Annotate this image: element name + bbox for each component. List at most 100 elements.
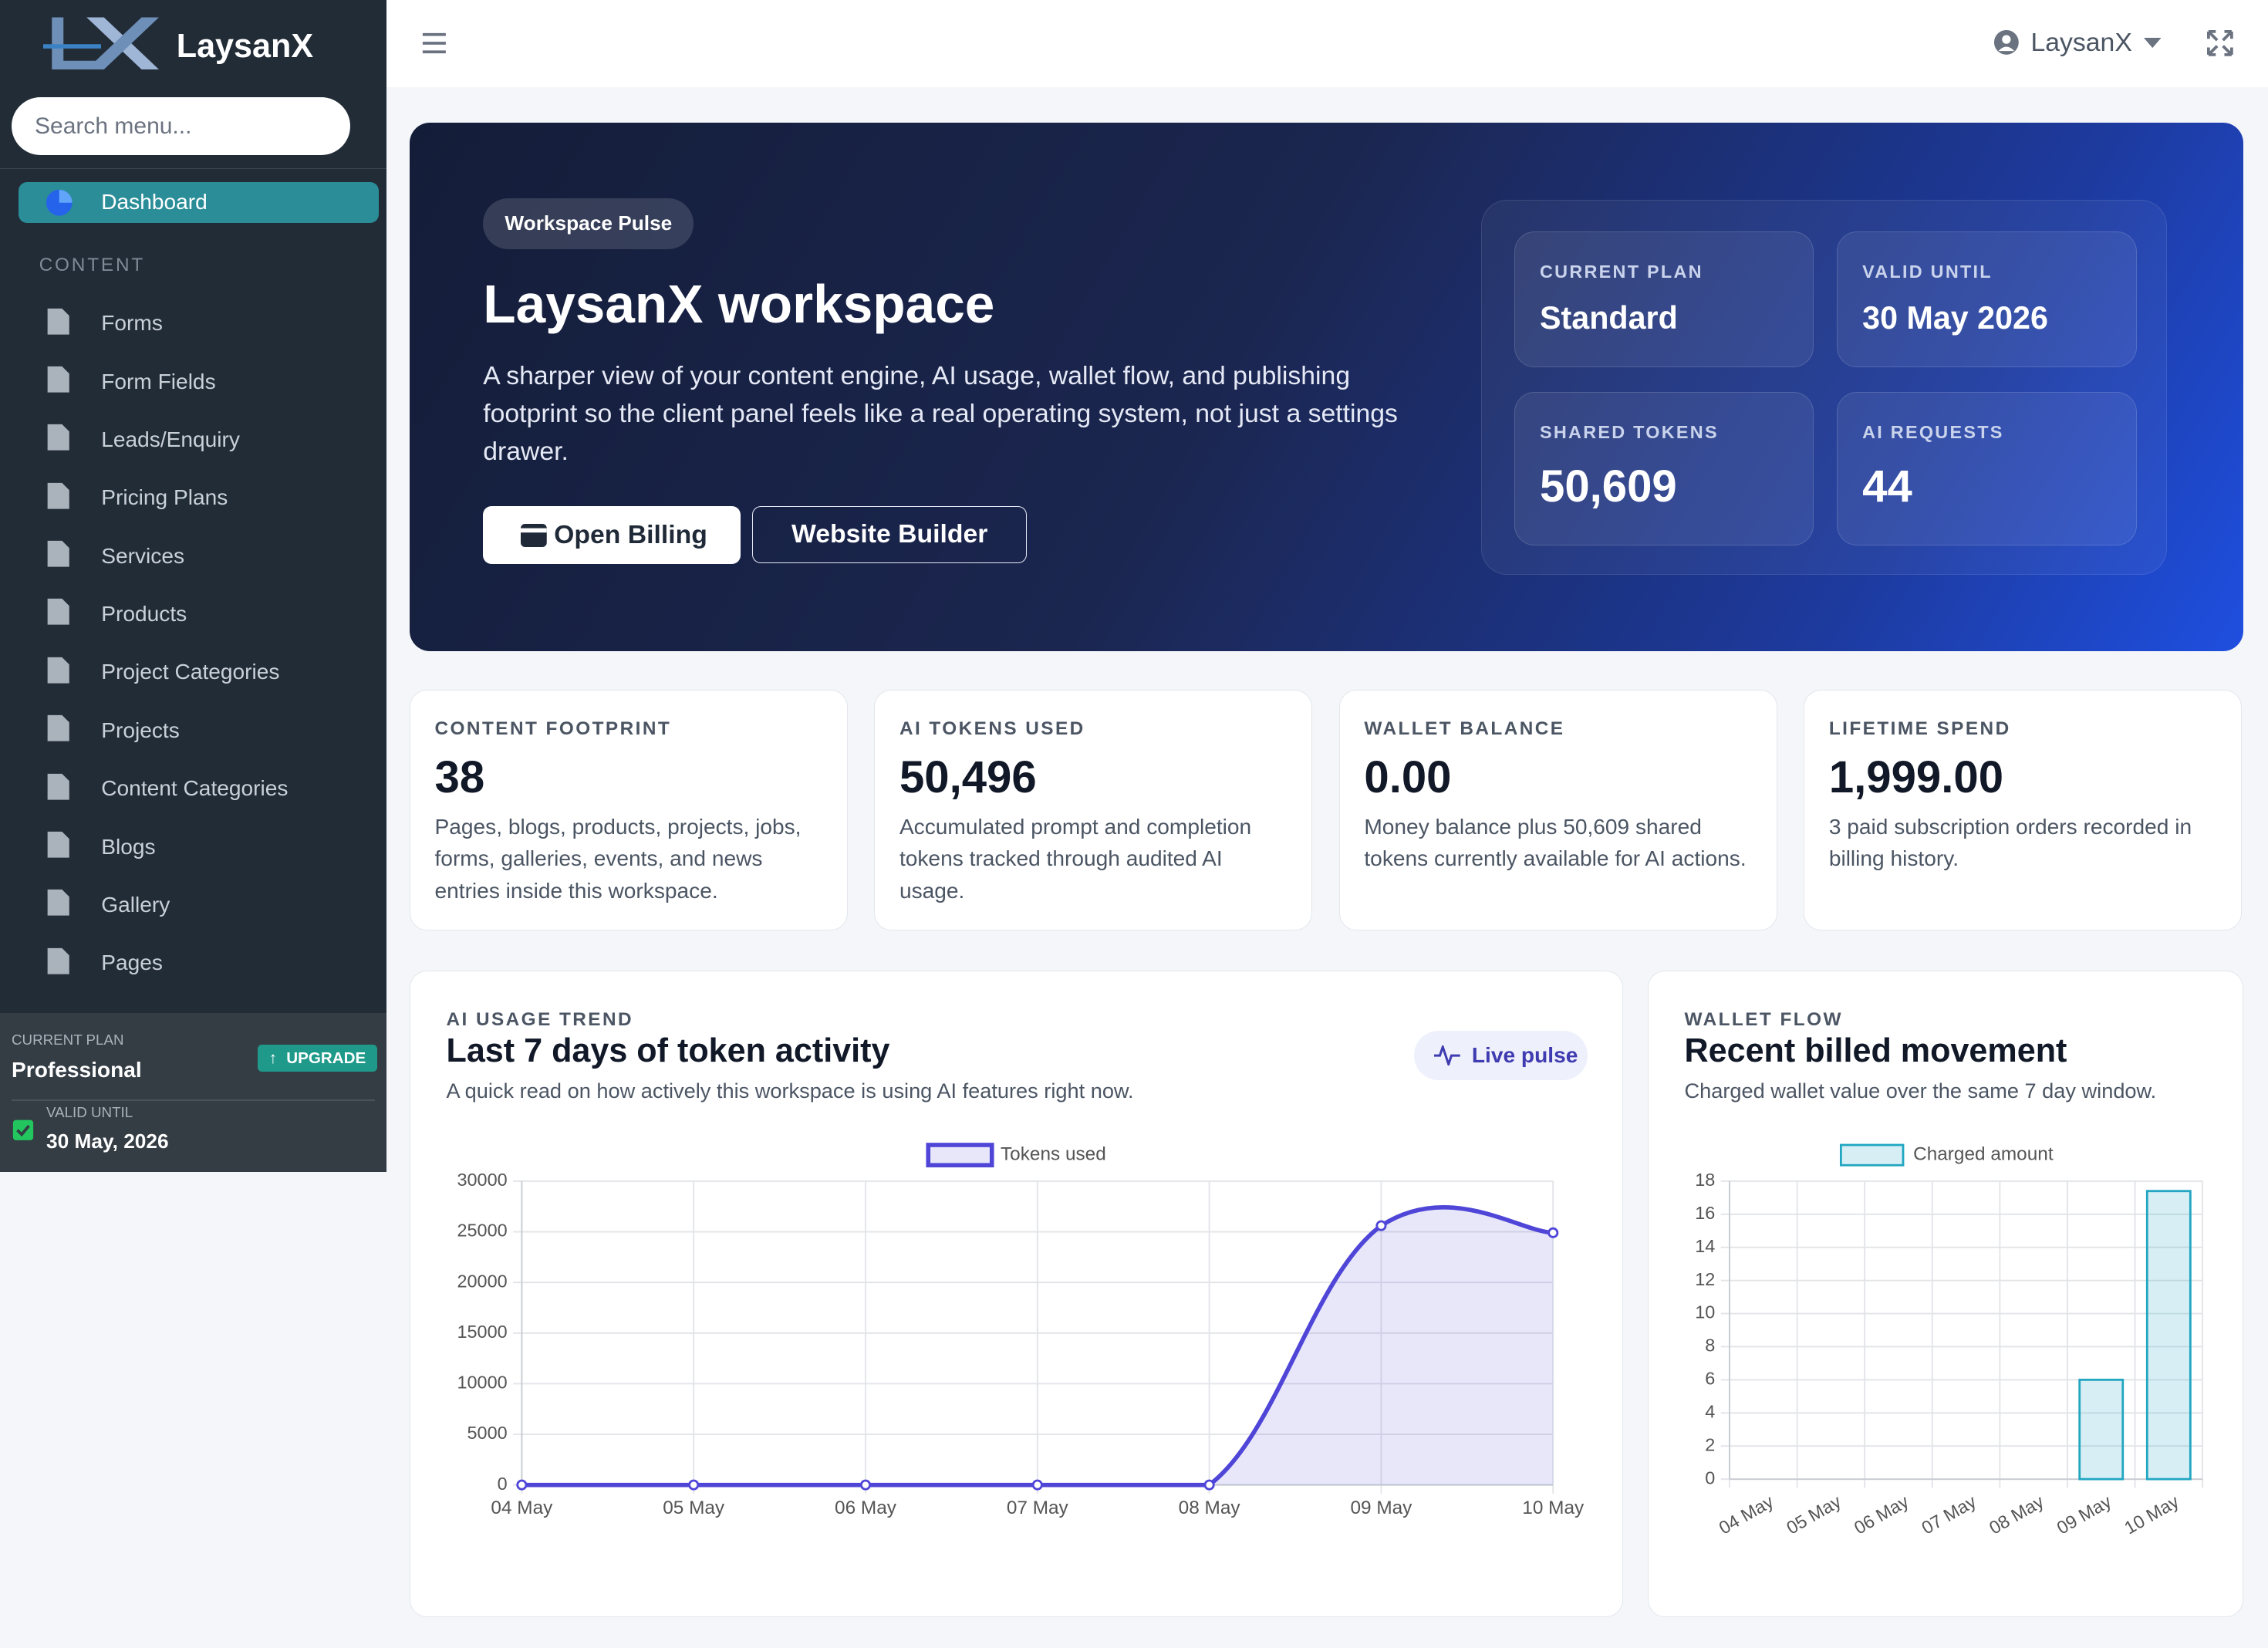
y-tick-label: 18	[1695, 1170, 1715, 1190]
valid-label: VALID UNTIL	[46, 1103, 133, 1120]
menu-icon	[47, 482, 69, 509]
icon	[521, 523, 547, 547]
plan-card-label: AI REQUESTS	[1862, 421, 2004, 442]
menu-label: Pages	[101, 951, 163, 975]
menu-icon	[47, 715, 69, 741]
menu-label: Gallery	[101, 892, 170, 917]
menu-label: Content Categories	[101, 776, 289, 801]
plan-card: CURRENT PLAN Standard	[1514, 231, 1814, 368]
point	[1547, 1227, 1558, 1238]
x-tick-label: 08 May	[1178, 1498, 1240, 1518]
plan-card-value: 50,609	[1540, 461, 1677, 512]
menu-item[interactable]: Leads/Enquiry	[0, 410, 386, 468]
x-tick-label: 05 May	[663, 1498, 725, 1518]
upgrade-button[interactable]: ↑ UPGRADE	[257, 1044, 378, 1072]
icon-shape	[47, 773, 69, 800]
plan-card: AI REQUESTS 44	[1837, 392, 2137, 545]
point	[1375, 1220, 1387, 1231]
menu-item[interactable]: Form Fields	[0, 352, 386, 410]
hero-description: A sharper view of your content engine, A…	[483, 361, 1398, 466]
stat-description: 3 paid subscription orders recorded in b…	[1828, 815, 2192, 871]
y-tick-label: 0	[1705, 1467, 1715, 1488]
y-tick-label: 5000	[467, 1423, 507, 1443]
hero-title: LaysanX workspace	[483, 274, 995, 335]
chart-subtitle: Charged wallet value over the same 7 day…	[1684, 1078, 2157, 1103]
plan-name: Professional	[12, 1057, 142, 1082]
legend-label[interactable]: Tokens used	[1001, 1144, 1106, 1165]
icon-shape	[47, 599, 69, 625]
x-tick-label: 05 May	[1783, 1491, 1844, 1538]
icon	[46, 189, 73, 216]
stat-card: AI TOKENS USED 50,496 Accumulated prompt a…	[874, 690, 1313, 930]
y-tick-label: 16	[1695, 1203, 1715, 1223]
menu-item[interactable]: Blogs	[0, 817, 386, 875]
stat-label: CONTENT FOOTPRINT	[434, 718, 672, 739]
x-tick-label: 06 May	[1851, 1491, 1912, 1538]
area-fill	[521, 1207, 1553, 1485]
menu-item[interactable]: Services	[0, 526, 386, 584]
menu-item[interactable]: Projects	[0, 701, 386, 758]
plan-card-label: SHARED TOKENS	[1540, 421, 1719, 442]
menu-item[interactable]: Gallery	[0, 875, 386, 933]
icon-shape	[47, 308, 69, 335]
menu-label: Forms	[101, 311, 163, 336]
topbar: LaysanX	[386, 0, 2268, 87]
chart-card: WALLET FLOW Recent billed movement Charg…	[1647, 971, 2244, 1618]
logo[interactable]: LaysanX	[43, 12, 362, 76]
plan-card-label: CURRENT PLAN	[1540, 261, 1703, 282]
stat-description: Accumulated prompt and completion tokens…	[899, 815, 1252, 903]
chart-subtitle: A quick read on how actively this worksp…	[446, 1078, 1134, 1103]
menu-toggle[interactable]	[421, 32, 447, 55]
y-tick-label: 20000	[457, 1271, 507, 1291]
fullscreen-button[interactable]	[2207, 30, 2233, 57]
plan-label: CURRENT PLAN	[12, 1031, 124, 1048]
menu-item[interactable]: Products	[0, 585, 386, 643]
menu-icon	[47, 890, 69, 916]
icon-shape	[47, 831, 69, 858]
menu-item[interactable]: Pages	[0, 934, 386, 991]
menu-item[interactable]: Forms	[0, 294, 386, 352]
icon-shape	[47, 482, 69, 509]
menu-label: Dashboard	[101, 190, 208, 214]
logo-mark	[43, 17, 160, 69]
x-tick-label: 04 May	[491, 1498, 553, 1518]
menu-label: Blogs	[101, 834, 156, 859]
sidebar: LaysanX Search menu... Dashboard CONTENT…	[0, 0, 386, 1172]
legend-label[interactable]: Charged amount	[1913, 1144, 2054, 1165]
stat-label: WALLET BALANCE	[1364, 718, 1565, 739]
menu-item-active[interactable]: Dashboard	[19, 182, 380, 223]
menu-label: Form Fields	[101, 369, 216, 393]
menu-item[interactable]: Pricing Plans	[0, 468, 386, 526]
stat-value: 1,999.00	[1828, 752, 2004, 803]
billing-button[interactable]: Open Billing	[483, 506, 741, 565]
point	[859, 1479, 871, 1491]
menu-item[interactable]: Project Categories	[0, 643, 386, 701]
point	[1203, 1479, 1215, 1491]
x-tick-label: 06 May	[835, 1498, 897, 1518]
x-tick-label: 04 May	[1715, 1491, 1777, 1538]
plan-panel	[1481, 199, 2167, 575]
menu-item[interactable]: Content Categories	[0, 759, 386, 817]
menu-icon	[47, 366, 69, 393]
stat-value: 50,496	[899, 752, 1037, 803]
plan-card-value: 44	[1862, 461, 1912, 512]
stat-description: Pages, blogs, products, projects, jobs, …	[434, 815, 802, 903]
divider	[12, 1099, 375, 1101]
chart-kicker: AI USAGE TREND	[446, 1008, 634, 1030]
hero: Workspace Pulse LaysanX workspace A shar…	[409, 123, 2244, 651]
icon-shape	[47, 424, 69, 451]
button-label: Live pulse	[1471, 1043, 1578, 1067]
menu-icon	[47, 424, 69, 451]
stat-description: Money balance plus 50,609 shared tokens …	[1364, 815, 1747, 871]
search-input[interactable]: Search menu...	[12, 96, 350, 155]
builder-button[interactable]: Website Builder	[752, 506, 1028, 563]
y-tick-label: 8	[1705, 1336, 1715, 1356]
y-tick-label: 10	[1695, 1302, 1715, 1322]
plan-card: SHARED TOKENS 50,609	[1514, 392, 1814, 545]
stat-card: CONTENT FOOTPRINT 38 Pages, blogs, product…	[409, 690, 848, 930]
y-tick-label: 0	[497, 1474, 507, 1494]
live-pulse-button[interactable]: Live pulse	[1413, 1031, 1588, 1080]
x-tick-label: 10 May	[1522, 1498, 1585, 1518]
chart-card: AI USAGE TREND Last 7 days of token acti…	[409, 971, 1623, 1618]
